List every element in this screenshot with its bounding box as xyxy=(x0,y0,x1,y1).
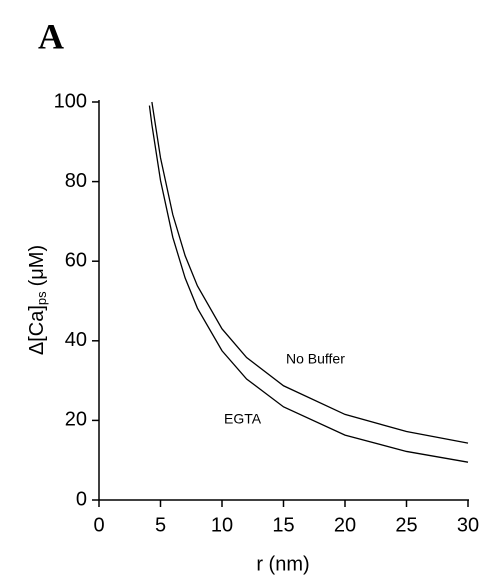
y-tick-label: 0 xyxy=(76,488,87,510)
y-tick-label: 80 xyxy=(65,170,87,192)
y-label-sub: ps xyxy=(34,291,49,305)
series-label: EGTA xyxy=(224,411,262,427)
x-tick-label: 25 xyxy=(395,514,417,536)
line xyxy=(148,105,469,463)
series-label: No Buffer xyxy=(286,351,345,367)
line xyxy=(151,101,469,444)
x-tick-label: 15 xyxy=(272,514,294,536)
x-tick-label: 5 xyxy=(155,514,166,536)
x-tick-label: 20 xyxy=(334,514,356,536)
panel-label: A xyxy=(38,16,64,56)
y-tick-label: 60 xyxy=(65,249,87,271)
x-axis-label: r (nm) xyxy=(256,553,309,575)
y-tick-label: 40 xyxy=(65,329,87,351)
x-tick-label: 10 xyxy=(211,514,233,536)
x-tick-label: 30 xyxy=(457,514,479,536)
y-label-unit: (μM) xyxy=(26,245,48,287)
y-axis-label: Δ[Ca]ps (μM) xyxy=(26,245,49,355)
y-tick-label: 100 xyxy=(54,90,87,112)
y-label-main: Δ[Ca] xyxy=(26,305,48,355)
y-tick-label: 20 xyxy=(65,409,87,431)
x-tick-label: 0 xyxy=(93,514,104,536)
